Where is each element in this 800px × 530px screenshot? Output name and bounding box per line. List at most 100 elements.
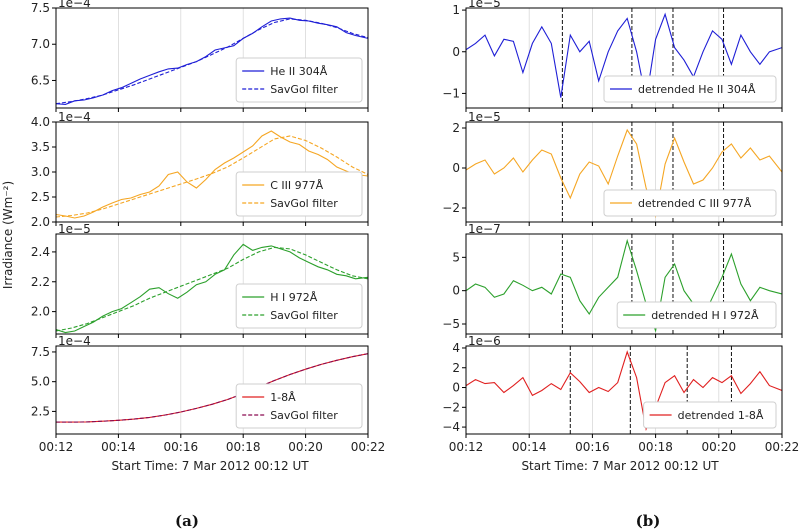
legend-box — [235, 57, 363, 103]
legend-box — [235, 283, 363, 329]
legend: C III 977Å SavGol filter — [235, 171, 363, 217]
axes-frame — [465, 233, 783, 335]
x-tick-label: 00:20 — [702, 440, 737, 454]
x-tick-label: 00:12 — [449, 440, 484, 454]
left-ylabel: Irradiance (Wm⁻²) — [1, 181, 15, 289]
y-tick-label: 5.0 — [31, 375, 50, 389]
panel-a2: 2.0 2.5 3.0 3.5 4.0 1e−4 C III 977Å SavGol filt… — [31, 110, 369, 229]
legend-label: C III 977Å — [270, 179, 323, 192]
y-tick-label: 3.0 — [31, 165, 50, 179]
y-tick-label: 2 — [452, 121, 460, 135]
axes-frame — [465, 345, 783, 435]
series-line — [56, 135, 368, 218]
y-tick-label: 0 — [452, 161, 460, 175]
axis-multiplier: 1e−4 — [58, 334, 91, 348]
legend-box — [603, 189, 777, 217]
caption-a: (a) — [175, 512, 199, 530]
legend-box — [616, 301, 777, 329]
axis-multiplier: 1e−6 — [468, 334, 501, 348]
series-line — [466, 238, 782, 333]
axis-multiplier: 1e−5 — [468, 0, 501, 10]
legend-box — [235, 171, 363, 217]
y-tick-label: 2.5 — [31, 404, 50, 418]
axes-frame — [465, 121, 783, 223]
x-tick-label: 00:18 — [226, 440, 261, 454]
axes-frame — [55, 7, 369, 109]
legend-label: SavGol filter — [270, 83, 338, 96]
legend-box — [603, 75, 777, 103]
x-tick-label: 00:18 — [638, 440, 673, 454]
y-tick-label: 0 — [452, 284, 460, 298]
legend-label: detrended He II 304Å — [638, 83, 756, 96]
panel-a1: 6.5 7.0 7.5 1e−4 He II 304Å SavGol filter — [31, 0, 369, 112]
legend-label: SavGol filter — [270, 197, 338, 210]
x-tick-label: 00:14 — [512, 440, 547, 454]
panel-a3: 2.0 2.2 2.4 1e−5 H I 972Å SavGol filter — [31, 222, 369, 338]
y-tick-label: 7.5 — [31, 345, 50, 359]
series-line — [56, 17, 368, 105]
y-tick-label: 6.5 — [31, 73, 50, 87]
x-tick-label: 00:20 — [288, 440, 323, 454]
legend-label: detrended 1-8Å — [678, 409, 764, 422]
y-tick-label: 7.0 — [31, 37, 50, 51]
legend-label: detrended H I 972Å — [651, 309, 759, 322]
y-tick-label: 5 — [452, 250, 460, 264]
y-tick-label: −5 — [442, 317, 460, 331]
panel-b3: −5 0 5 1e−7 detrended H I 972Å — [442, 222, 783, 338]
y-tick-label: −4 — [442, 420, 460, 434]
left-xlabel: Start Time: 7 Mar 2012 00:12 UT — [111, 459, 309, 473]
x-tick-label: 00:12 — [39, 440, 74, 454]
axis-multiplier: 1e−4 — [58, 0, 91, 10]
caption-b: (b) — [635, 512, 661, 530]
legend-label: SavGol filter — [270, 409, 338, 422]
right-xlabel: Start Time: 7 Mar 2012 00:12 UT — [521, 459, 719, 473]
series-line — [56, 243, 368, 334]
series-line — [56, 246, 368, 332]
y-tick-label: −2 — [442, 201, 460, 215]
series-line — [466, 128, 782, 219]
series-line — [466, 12, 782, 100]
x-tick-label: 00:22 — [351, 440, 386, 454]
y-tick-label: 1 — [452, 3, 460, 17]
axis-multiplier: 1e−4 — [58, 110, 91, 124]
axes-frame — [465, 7, 783, 109]
series-line — [56, 130, 368, 219]
y-tick-label: 2.4 — [31, 245, 50, 259]
legend: detrended C III 977Å — [603, 189, 777, 217]
y-tick-label: 4 — [452, 341, 460, 355]
axes-frame — [55, 345, 369, 435]
x-tick-label: 00:22 — [765, 440, 800, 454]
axis-multiplier: 1e−7 — [468, 222, 501, 236]
y-tick-label: 3.5 — [31, 140, 50, 154]
x-tick-label: 00:16 — [575, 440, 610, 454]
legend-label: He II 304Å — [270, 65, 328, 78]
legend: H I 972Å SavGol filter — [235, 283, 363, 329]
legend: detrended He II 304Å — [603, 75, 777, 103]
panel-a4: 2.5 5.0 7.5 00:12 00:14 00:16 00:18 00:20 00:22 1… — [31, 334, 385, 454]
y-tick-label: 2.5 — [31, 190, 50, 204]
legend-label: H I 972Å — [270, 291, 318, 304]
panel-b1: −1 0 1 1e−5 detrended He II 304Å — [442, 0, 783, 112]
legend-box — [235, 383, 363, 429]
legend-label: SavGol filter — [270, 309, 338, 322]
series-line — [466, 350, 782, 431]
y-tick-label: 2.0 — [31, 305, 50, 319]
y-tick-label: −2 — [442, 400, 460, 414]
panel-b2: −2 0 2 1e−5 detrended C III 977Å — [442, 110, 783, 226]
legend: detrended 1-8Å — [643, 401, 777, 429]
series-line — [56, 353, 368, 423]
y-tick-label: 7.5 — [31, 1, 50, 15]
y-tick-label: 2.0 — [31, 215, 50, 229]
panel-b4: −4 −2 0 2 4 00:12 00:14 00:16 00:18 00:20 00:22 1e−… — [442, 334, 799, 454]
axes-frame — [55, 233, 369, 335]
legend-label: 1-8Å — [270, 391, 296, 404]
y-tick-label: 2.2 — [31, 275, 50, 289]
x-tick-label: 00:16 — [164, 440, 199, 454]
legend: He II 304Å SavGol filter — [235, 57, 363, 103]
y-tick-label: 0 — [452, 381, 460, 395]
legend: 1-8Å SavGol filter — [235, 383, 363, 429]
series-line — [56, 18, 368, 105]
legend: detrended H I 972Å — [616, 301, 777, 329]
axis-multiplier: 1e−5 — [58, 222, 91, 236]
